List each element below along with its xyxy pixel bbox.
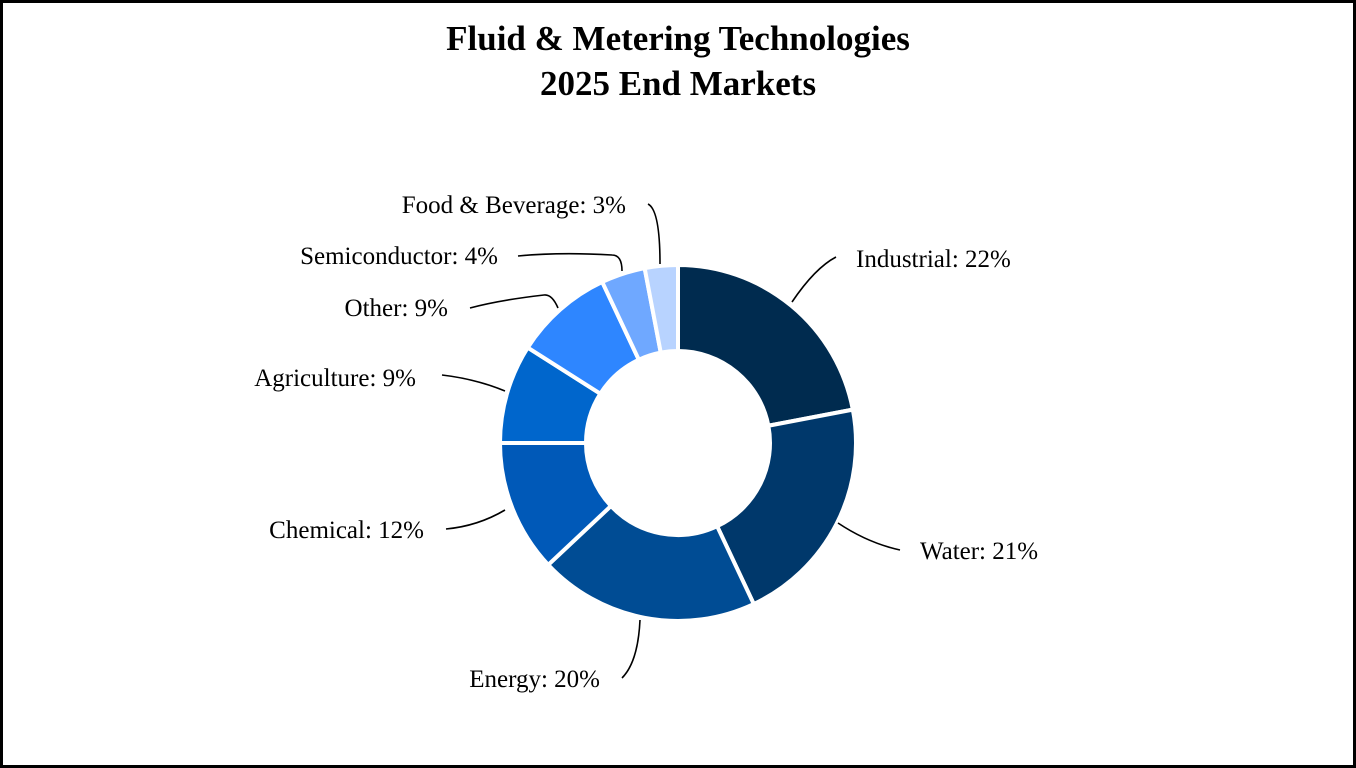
leader-line-industrial [791, 256, 837, 303]
leader-line-agriculture [441, 374, 506, 392]
leader-lines [441, 203, 901, 679]
data-label-agriculture: Agriculture: 9% [254, 365, 416, 392]
data-label-semiconductor: Semiconductor: 4% [300, 243, 498, 270]
slice-industrial [676, 262, 856, 429]
chart-title-line-2: 2025 End Markets [539, 64, 817, 103]
slice-food-beverage [642, 262, 680, 355]
leader-line-chemical [445, 509, 506, 530]
leader-line-semiconductor [517, 252, 623, 272]
leader-line-water [837, 522, 901, 551]
slice-water [714, 407, 858, 607]
data-label-other: Other: 9% [345, 295, 448, 322]
leader-line-food-beverage [647, 203, 661, 265]
slice-energy [545, 503, 757, 623]
leader-line-other [469, 294, 559, 309]
leader-line-energy [621, 619, 641, 679]
chart-title-line-1: Fluid & Metering Technologies [446, 19, 910, 58]
data-label-energy: Energy: 20% [469, 666, 600, 693]
data-label-industrial: Industrial: 22% [856, 246, 1011, 273]
data-label-water: Water: 21% [920, 538, 1038, 565]
data-label-food-beverage: Food & Beverage: 3% [402, 192, 626, 219]
donut-slices [497, 262, 858, 623]
chart-title: Fluid & Metering Technologies 2025 End M… [0, 16, 1356, 106]
slice-labels: Industrial: 22% Water: 21% Energy: 20% Chem… [254, 192, 1038, 693]
data-label-chemical: Chemical: 12% [269, 517, 424, 544]
